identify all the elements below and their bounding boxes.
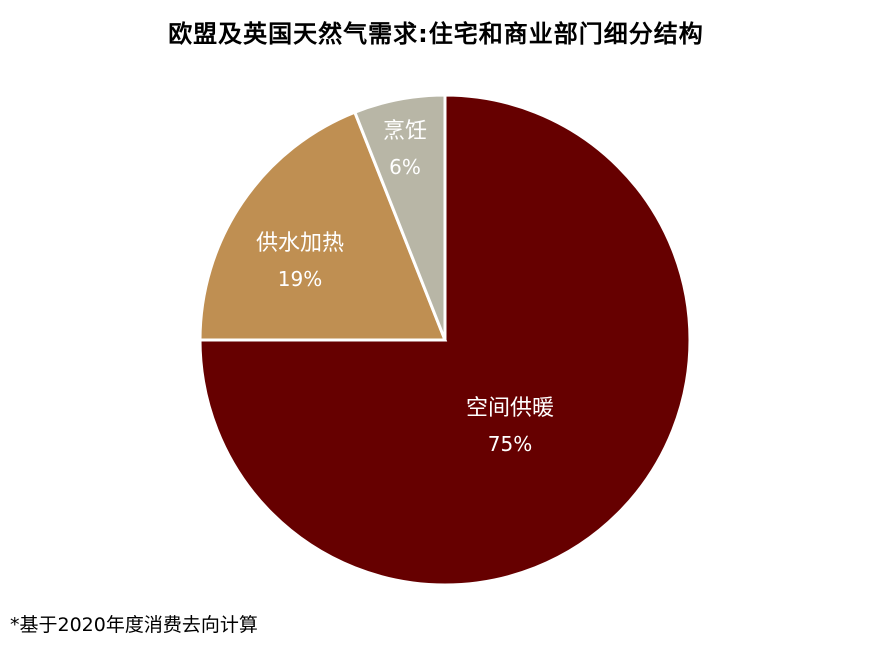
footnote: *基于2020年度消费去向计算 — [10, 614, 258, 636]
chart-title: 欧盟及英国天然气需求:住宅和商业部门细分结构 — [168, 20, 704, 48]
pie-slice-2 — [198, 110, 448, 342]
pie-slice-1 — [198, 93, 692, 587]
slice-label-1: 空间供暖 — [466, 396, 554, 421]
pie-slices — [198, 93, 692, 587]
slice-label-3: 烹饪 — [383, 119, 427, 144]
pie-labels: 空间供暖 75% 供水加热 19% 烹饪 6% — [256, 119, 554, 456]
pie-slice-3 — [352, 93, 447, 341]
slice-value-2: 19% — [278, 267, 322, 291]
slice-value-3: 6% — [389, 155, 421, 179]
slice-label-2: 供水加热 — [256, 231, 344, 256]
slice-value-1: 75% — [488, 432, 532, 456]
